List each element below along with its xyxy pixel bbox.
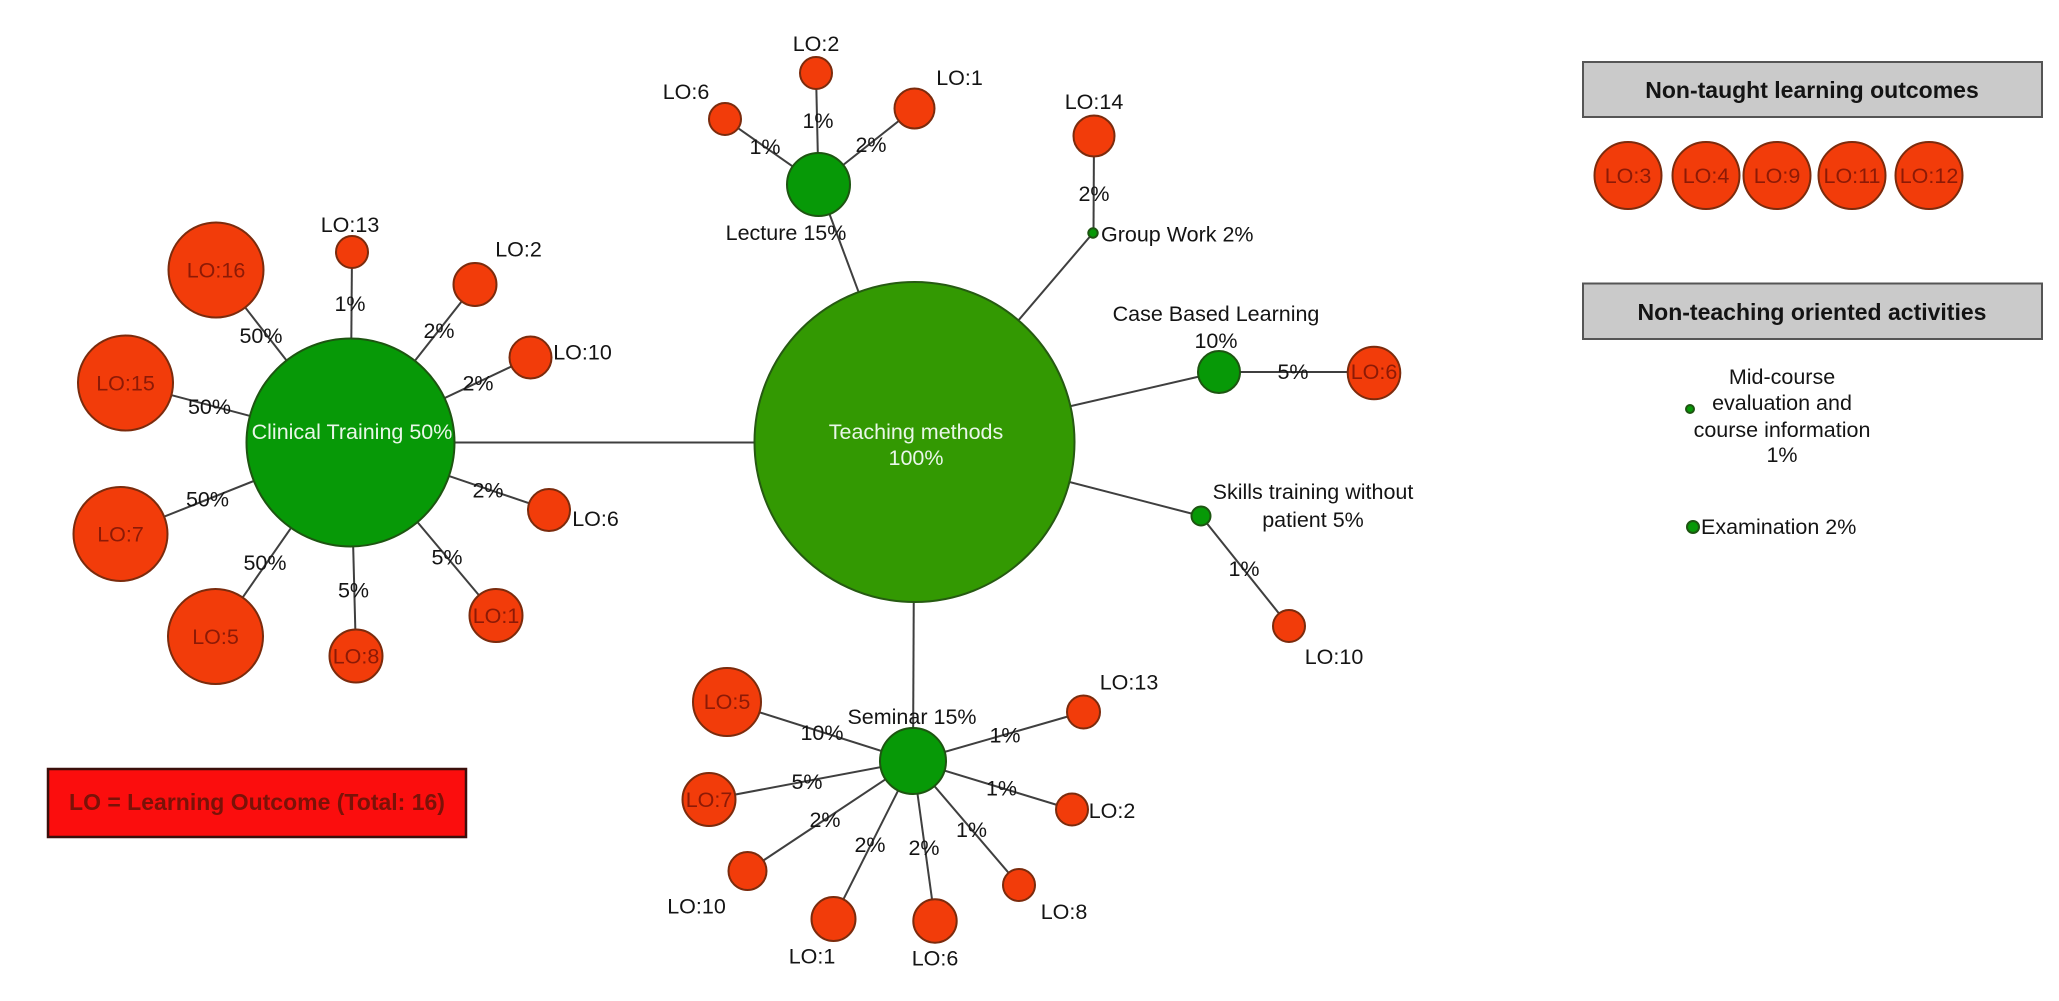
svg-text:2%: 2% <box>462 372 493 396</box>
svg-text:5%: 5% <box>431 546 462 570</box>
svg-text:Examination 2%: Examination 2% <box>1701 515 1856 539</box>
svg-text:LO:1: LO:1 <box>473 604 520 628</box>
svg-text:Group Work 2%: Group Work 2% <box>1101 223 1254 247</box>
svg-text:Seminar 15%: Seminar 15% <box>847 705 976 729</box>
svg-text:LO:1: LO:1 <box>789 945 836 969</box>
svg-text:2%: 2% <box>854 833 885 857</box>
svg-text:LO:13: LO:13 <box>321 213 380 237</box>
svg-text:Clinical Training 50%: Clinical Training 50% <box>252 420 453 444</box>
svg-text:course information: course information <box>1694 418 1871 442</box>
svg-text:LO:2: LO:2 <box>1089 799 1136 823</box>
svg-text:LO:6: LO:6 <box>912 947 959 971</box>
svg-text:LO:7: LO:7 <box>97 523 144 547</box>
svg-text:LO:3: LO:3 <box>1605 164 1652 188</box>
svg-text:LO:6: LO:6 <box>572 507 619 531</box>
svg-text:1%: 1% <box>989 724 1020 748</box>
svg-text:10%: 10% <box>1194 329 1237 353</box>
svg-text:LO:8: LO:8 <box>1041 900 1088 924</box>
svg-text:LO:8: LO:8 <box>333 645 380 669</box>
svg-text:LO:2: LO:2 <box>793 32 840 56</box>
svg-text:1%: 1% <box>749 135 780 159</box>
svg-text:1%: 1% <box>802 109 833 133</box>
svg-text:LO:2: LO:2 <box>495 238 542 262</box>
svg-text:LO:10: LO:10 <box>667 895 726 919</box>
svg-text:LO:13: LO:13 <box>1100 671 1159 695</box>
svg-text:Mid-course: Mid-course <box>1729 365 1835 389</box>
svg-text:Teaching methods: Teaching methods <box>829 420 1004 444</box>
svg-text:LO:6: LO:6 <box>663 80 710 104</box>
svg-text:2%: 2% <box>472 479 503 503</box>
svg-text:100%: 100% <box>889 446 944 470</box>
svg-text:LO:16: LO:16 <box>187 259 246 283</box>
svg-text:LO:5: LO:5 <box>704 690 751 714</box>
svg-text:LO:5: LO:5 <box>192 625 239 649</box>
svg-text:LO:7: LO:7 <box>686 788 733 812</box>
svg-text:2%: 2% <box>809 808 840 832</box>
svg-text:10%: 10% <box>800 721 843 745</box>
svg-text:LO:10: LO:10 <box>1305 645 1364 669</box>
svg-text:5%: 5% <box>338 579 369 603</box>
svg-text:LO:6: LO:6 <box>1351 360 1398 384</box>
svg-text:5%: 5% <box>791 770 822 794</box>
svg-text:50%: 50% <box>188 395 231 419</box>
svg-text:5%: 5% <box>1277 360 1308 384</box>
svg-text:patient 5%: patient 5% <box>1262 508 1364 532</box>
svg-text:Case Based Learning: Case Based Learning <box>1113 302 1320 326</box>
svg-text:evaluation and: evaluation and <box>1712 391 1852 415</box>
svg-text:1%: 1% <box>1766 443 1797 467</box>
svg-text:2%: 2% <box>1078 182 1109 206</box>
svg-text:LO:15: LO:15 <box>96 372 155 396</box>
svg-text:2%: 2% <box>908 836 939 860</box>
svg-text:1%: 1% <box>956 818 987 842</box>
svg-text:Non-taught learning outcomes: Non-taught learning outcomes <box>1645 77 1979 103</box>
svg-text:LO:9: LO:9 <box>1754 164 1801 188</box>
svg-text:LO:4: LO:4 <box>1683 164 1730 188</box>
svg-text:2%: 2% <box>423 319 454 343</box>
svg-text:LO:1: LO:1 <box>936 66 983 90</box>
svg-text:LO = Learning Outcome (Total:: LO = Learning Outcome (Total: 16) <box>69 789 445 815</box>
svg-text:1%: 1% <box>1228 557 1259 581</box>
svg-text:LO:12: LO:12 <box>1900 164 1959 188</box>
svg-text:50%: 50% <box>243 551 286 575</box>
svg-text:LO:14: LO:14 <box>1065 90 1124 114</box>
svg-text:LO:10: LO:10 <box>553 341 612 365</box>
svg-text:Skills training without: Skills training without <box>1213 480 1414 504</box>
svg-text:1%: 1% <box>334 292 365 316</box>
svg-text:50%: 50% <box>186 488 229 512</box>
svg-text:1%: 1% <box>986 777 1017 801</box>
svg-text:Lecture 15%: Lecture 15% <box>726 221 847 245</box>
svg-text:2%: 2% <box>855 133 886 157</box>
svg-text:50%: 50% <box>239 324 282 348</box>
svg-text:LO:11: LO:11 <box>1824 164 1881 188</box>
svg-text:Non-teaching oriented activiti: Non-teaching oriented activities <box>1638 299 1987 325</box>
